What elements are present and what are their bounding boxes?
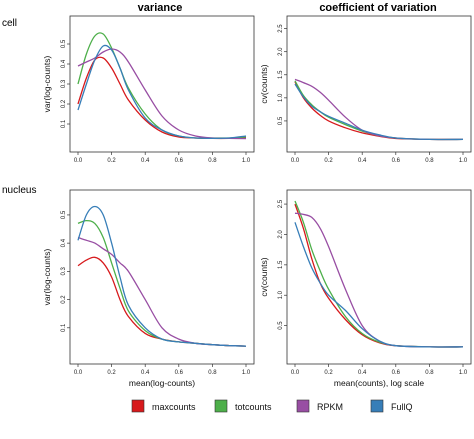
legend-item-maxcounts: maxcounts xyxy=(131,399,196,413)
y-tick-label: 0.2 xyxy=(61,295,67,304)
y-axis-label: var(log-counts) xyxy=(42,55,52,112)
y-tick-label: 0.1 xyxy=(61,323,67,332)
x-tick-label: 0.4 xyxy=(358,158,367,164)
y-tick-label: 0.5 xyxy=(61,210,67,219)
series-line-fullq xyxy=(77,205,247,347)
panel-cell-variance: 0.0 0.2 0.4 0.6 0.8 1.0 0.1 0.2 0.3 0.4 0.5 var(log… xyxy=(42,15,255,164)
column-title-variance: variance xyxy=(138,2,183,14)
x-tick-label: 0.8 xyxy=(208,158,217,164)
y-tick-label: 0.2 xyxy=(61,99,67,108)
x-axis-label: mean(log-counts) xyxy=(129,378,195,388)
y-tick-label: 1.0 xyxy=(278,93,284,102)
panel-nucleus-cv: 0.0 0.2 0.4 0.6 0.8 1.0 0.5 1.0 1.5 2.0 2.5 cv(coun… xyxy=(259,189,472,388)
x-tick-label: 1.0 xyxy=(459,370,468,376)
y-axis-label: cv(counts) xyxy=(259,64,269,103)
panel-cell-cv: 0.0 0.2 0.4 0.6 0.8 1.0 0.5 1.0 1.5 2.0 2.5 cv(coun… xyxy=(259,15,472,164)
legend-item-rpkm: RPKM xyxy=(296,399,343,413)
panel-nucleus-variance: 0.0 0.2 0.4 0.6 0.8 1.0 0.1 0.2 0.3 0.4 0.5 var(log… xyxy=(42,189,255,388)
x-tick-label: 0.8 xyxy=(425,370,434,376)
y-tick-label: 1.5 xyxy=(278,70,284,79)
legend-label-maxcounts: maxcounts xyxy=(152,402,196,412)
series-line-totcounts xyxy=(294,200,464,348)
legend-swatch-fullq xyxy=(370,399,384,413)
x-tick-label: 1.0 xyxy=(242,158,251,164)
x-tick-label: 1.0 xyxy=(242,370,251,376)
legend: maxcounts totcounts RPKM FullQ xyxy=(131,399,413,413)
series-line-rpkm xyxy=(294,78,464,141)
series-line-totcounts xyxy=(77,32,247,139)
y-tick-label: 2.0 xyxy=(278,230,284,239)
legend-label-fullq: FullQ xyxy=(391,402,413,412)
plot-frame xyxy=(286,189,472,365)
series-line-maxcounts xyxy=(77,56,247,140)
x-tick-label: 0.2 xyxy=(324,370,333,376)
legend-item-totcounts: totcounts xyxy=(214,399,272,413)
x-tick-label: 0.0 xyxy=(74,370,83,376)
y-axis-label: cv(counts) xyxy=(259,257,269,296)
y-tick-label: 1.5 xyxy=(278,260,284,269)
x-tick-label: 0.0 xyxy=(291,158,300,164)
x-tick-label: 0.6 xyxy=(175,158,184,164)
x-tick-label: 0.0 xyxy=(74,158,83,164)
y-tick-label: 0.4 xyxy=(61,59,67,68)
row-label-cell: cell xyxy=(2,18,17,29)
y-tick-label: 0.1 xyxy=(61,119,67,128)
x-tick-label: 0.2 xyxy=(324,158,333,164)
x-tick-label: 0.8 xyxy=(208,370,217,376)
x-tick-label: 0.2 xyxy=(107,158,116,164)
row-label-nucleus: nucleus xyxy=(2,185,36,196)
x-axis-label: mean(counts), log scale xyxy=(334,378,425,388)
column-title-cv: coefficient of variation xyxy=(319,2,437,14)
legend-swatch-maxcounts xyxy=(131,399,145,413)
x-tick-label: 0.4 xyxy=(141,370,150,376)
x-tick-label: 1.0 xyxy=(459,158,468,164)
series-line-rpkm xyxy=(77,48,247,140)
plot-frame xyxy=(69,189,255,365)
x-tick-label: 0.6 xyxy=(392,158,401,164)
series-line-rpkm xyxy=(77,236,247,347)
series-line-maxcounts xyxy=(77,256,247,347)
x-tick-label: 0.4 xyxy=(358,370,367,376)
y-tick-label: 0.3 xyxy=(61,267,67,276)
legend-label-totcounts: totcounts xyxy=(235,402,272,412)
y-tick-label: 2.5 xyxy=(278,199,284,208)
y-tick-label: 0.4 xyxy=(61,238,67,247)
x-tick-label: 0.8 xyxy=(425,158,434,164)
y-tick-label: 0.5 xyxy=(278,321,284,330)
panels: 0.0 0.2 0.4 0.6 0.8 1.0 0.1 0.2 0.3 0.4 0.5 var(log… xyxy=(42,15,472,388)
legend-swatch-rpkm xyxy=(296,399,310,413)
series-line-maxcounts xyxy=(294,203,464,348)
y-tick-label: 2.5 xyxy=(278,24,284,33)
x-tick-label: 0.2 xyxy=(107,370,116,376)
series-line-fullq xyxy=(294,222,464,348)
legend-swatch-totcounts xyxy=(214,399,228,413)
legend-label-rpkm: RPKM xyxy=(317,402,343,412)
y-tick-label: 0.5 xyxy=(61,39,67,48)
y-tick-label: 0.5 xyxy=(278,116,284,125)
x-tick-label: 0.4 xyxy=(141,158,150,164)
series-line-fullq xyxy=(77,44,247,140)
y-tick-label: 1.0 xyxy=(278,290,284,299)
x-tick-label: 0.0 xyxy=(291,370,300,376)
x-tick-label: 0.6 xyxy=(392,370,401,376)
series-line-totcounts xyxy=(294,80,464,141)
series-line-rpkm xyxy=(294,212,464,348)
series-line-maxcounts xyxy=(294,81,464,141)
y-axis-label: var(log-counts) xyxy=(42,248,52,305)
y-tick-label: 2.0 xyxy=(278,47,284,56)
x-tick-label: 0.6 xyxy=(175,370,184,376)
series-line-fullq xyxy=(294,83,464,141)
y-tick-label: 0.3 xyxy=(61,79,67,88)
plot-frame xyxy=(286,15,472,153)
legend-item-fullq: FullQ xyxy=(370,399,413,413)
